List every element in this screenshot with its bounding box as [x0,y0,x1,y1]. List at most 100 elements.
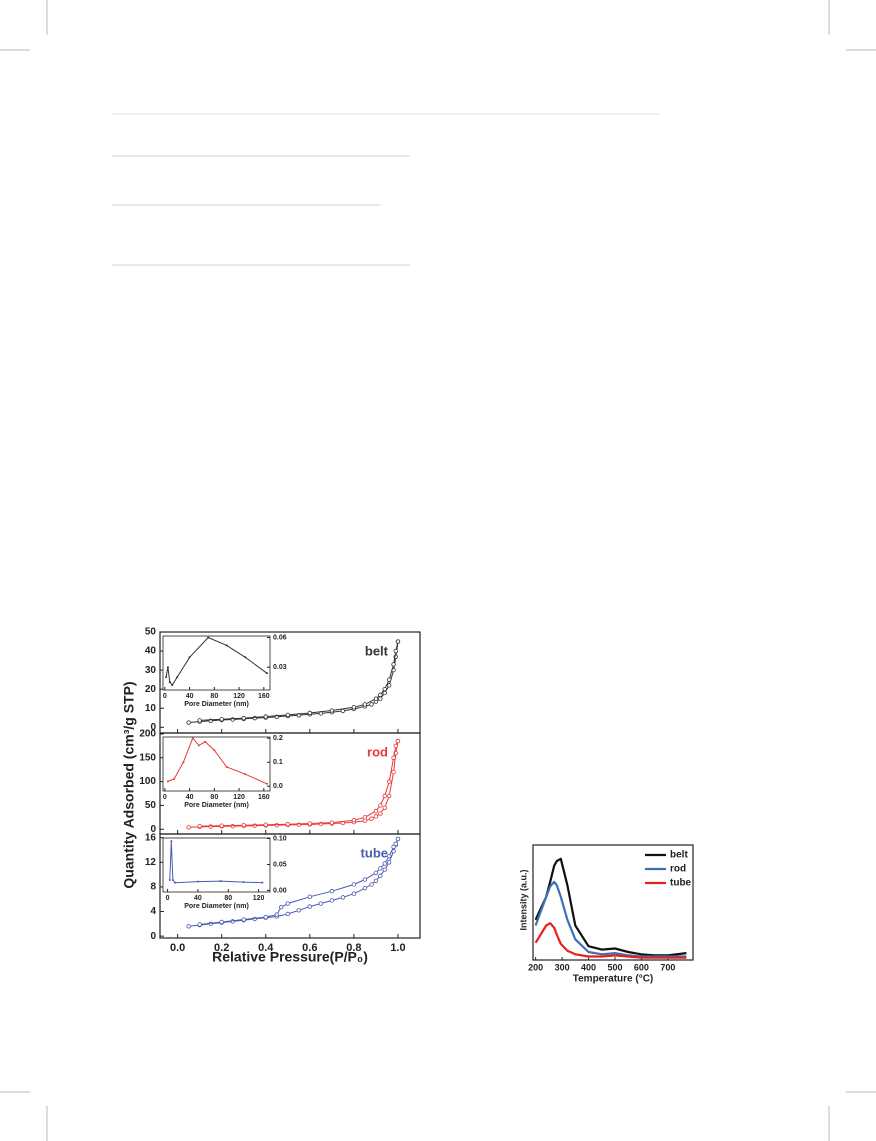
panel-frame [159,833,421,939]
y-tick-label: 10 [145,703,157,714]
y-tick-label: 40 [145,646,157,657]
inset-x-label: Pore Diameter (nm) [184,701,249,708]
isotherm-point [219,919,224,925]
y-tick-label: 0 [150,824,156,835]
inset-point [204,740,207,743]
tpr-line [534,880,687,958]
y-tick-label: 100 [139,776,156,787]
x-tick-label: 0.2 [214,942,229,954]
inset-x-tick-label: 160 [258,693,270,700]
panel-label: belt [365,643,389,658]
isotherm-point [373,870,379,875]
isotherm-point [391,662,396,667]
inset-line [165,636,268,686]
isotherm-point [219,823,224,828]
isotherm-point [208,824,213,829]
isotherm-point [252,823,257,828]
isotherm-point [393,841,398,847]
isotherm-point [373,814,379,819]
y-tick-label: 8 [150,882,156,893]
x-tick-label: 200 [528,962,543,972]
isotherm-point [241,715,246,721]
isotherm-point [362,702,368,707]
x-tick-label: 1.0 [390,942,405,954]
isotherm-point [391,755,396,760]
y-tick-label: 4 [150,906,156,917]
inset-x-tick-label: 120 [233,794,245,801]
isotherm-point [395,738,401,744]
inset-frame [162,635,271,691]
inset-point [173,778,176,780]
isotherm-point [362,885,368,891]
inset-x-tick-label: 80 [224,895,232,902]
isotherm-point [197,718,202,723]
x-tick-label: 0.8 [346,942,361,954]
isotherm-point [274,912,279,917]
inset-point [166,780,169,783]
x-tick-label: 0.6 [302,942,317,954]
y-axis-label: Intensity (a.u.) [518,869,528,930]
x-tick-label: 700 [660,962,675,972]
isotherm-point [393,648,398,654]
isotherm-point [386,683,392,688]
isotherm-point [362,877,368,882]
isotherm-point [351,891,357,896]
isotherm-point [362,815,368,820]
isotherm-point [378,811,383,816]
isotherm-point [241,917,246,922]
y-axis-label: Quantity Adsorbed (cm³/g STP) [121,681,137,888]
isotherm-point [241,822,246,828]
isotherm-point [307,710,313,716]
isotherm-point [197,922,202,927]
y-tick-label: 20 [145,684,157,695]
inset-frame [162,736,271,792]
inset-point [176,676,179,679]
inset-point [170,840,173,843]
y-tick-label: 12 [145,857,157,868]
isotherm-point [351,882,357,887]
isotherm-point [386,853,392,859]
inset-point [168,879,171,882]
isotherm-point [382,793,387,799]
inset-y-tick-label: 0.1 [273,759,283,766]
isotherm-point [378,873,383,879]
inset-y-tick-label: 0.05 [273,861,287,868]
inset-point [265,782,268,785]
isotherm-point [329,898,335,903]
inset-point [197,744,200,747]
inset-x-tick-label: 40 [186,693,194,700]
inset-x-tick-label: 0 [163,693,167,700]
isotherm-point [382,690,387,696]
inset-point [225,644,228,647]
inset-point [188,656,191,659]
y-tick-label: 200 [139,729,156,740]
plot-frame [532,844,694,961]
inset-y-tick-label: 0.00 [273,887,287,894]
legend-label: rod [670,864,686,875]
isotherm-point [386,677,392,682]
isotherm-point [197,823,202,829]
inset-x-tick-label: 80 [210,794,218,801]
isotherm-point [285,712,290,718]
x-tick-label: 400 [581,962,596,972]
isotherm-point [263,714,268,719]
inset-y-tick-label: 0.06 [273,634,287,641]
isotherm-point [285,901,290,906]
isotherm-point [395,836,401,842]
inset-x-tick-label: 40 [186,794,194,801]
inset-x-tick-label: 120 [253,895,265,902]
isotherm-point [382,805,387,810]
isotherm-point [186,825,191,830]
y-tick-label: 50 [145,800,157,811]
inset-y-tick-label: 0.0 [273,783,283,790]
inset-x-label: Pore Diameter (nm) [184,903,249,910]
isotherm-point [369,882,374,887]
isotherm-point [386,779,392,784]
isotherm-point [296,908,302,913]
isotherm-point [382,861,387,866]
y-tick-label: 50 [145,627,157,638]
inset-point [191,737,194,740]
x-tick-label: 0.4 [258,942,274,954]
panel-label: tube [361,845,388,860]
